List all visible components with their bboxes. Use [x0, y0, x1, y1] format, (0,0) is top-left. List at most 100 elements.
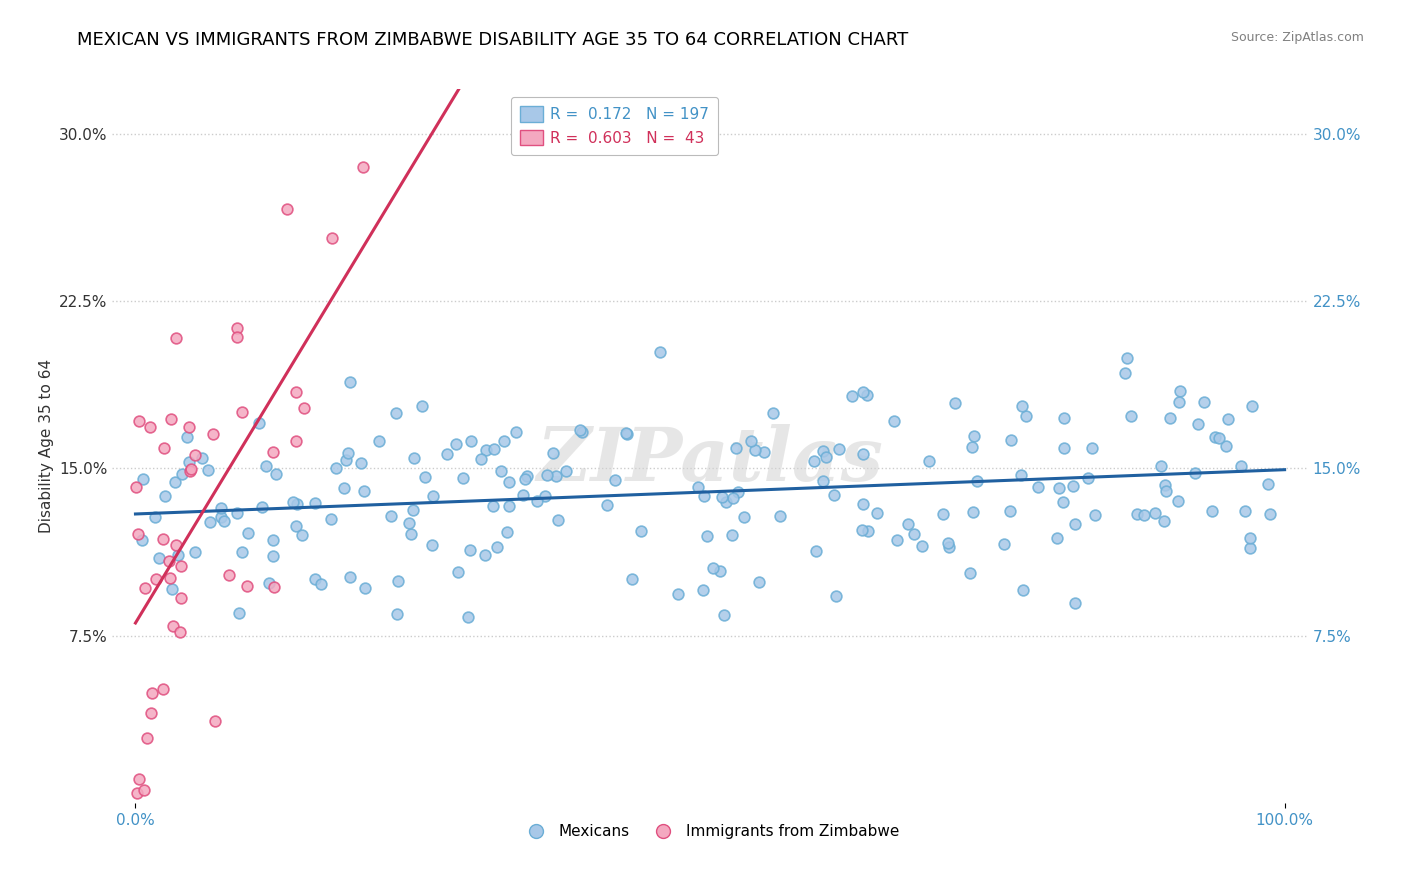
Immigrants from Zimbabwe [153, 441, 176, 455]
Mexicans [1062, 479, 1084, 493]
Mexicans [534, 489, 557, 503]
Immigrants from Zimbabwe [285, 434, 308, 449]
Mexicans [841, 389, 863, 403]
Mexicans [1154, 477, 1177, 491]
Mexicans [811, 474, 834, 488]
Immigrants from Zimbabwe [226, 330, 249, 344]
Y-axis label: Disability Age 35 to 64: Disability Age 35 to 64 [38, 359, 53, 533]
Mexicans [496, 525, 519, 540]
Mexicans [249, 416, 271, 430]
Immigrants from Zimbabwe [235, 579, 257, 593]
Mexicans [614, 426, 637, 441]
Mexicans [1167, 493, 1189, 508]
Mexicans [489, 465, 512, 479]
Immigrants from Zimbabwe [152, 681, 174, 696]
Mexicans [291, 528, 314, 542]
Mexicans [160, 582, 183, 597]
Mexicans [498, 475, 520, 490]
Mexicans [505, 425, 527, 439]
Mexicans [803, 454, 825, 468]
Mexicans [482, 500, 505, 514]
Immigrants from Zimbabwe [321, 231, 343, 245]
Mexicans [482, 442, 505, 457]
Mexicans [1234, 503, 1257, 517]
Mexicans [998, 504, 1021, 518]
Immigrants from Zimbabwe [125, 480, 148, 494]
Mexicans [963, 429, 986, 443]
Mexicans [1150, 458, 1173, 473]
Mexicans [851, 524, 873, 538]
Mexicans [172, 467, 194, 481]
Mexicans [709, 564, 731, 578]
Mexicans [1047, 481, 1070, 495]
Mexicans [616, 426, 638, 441]
Mexicans [962, 440, 984, 454]
Mexicans [1156, 483, 1178, 498]
Mexicans [1170, 384, 1192, 398]
Mexicans [420, 538, 443, 552]
Mexicans [183, 545, 205, 559]
Mexicans [769, 509, 792, 524]
Mexicans [866, 506, 889, 520]
Mexicans [254, 458, 277, 473]
Mexicans [451, 471, 474, 485]
Mexicans [1053, 411, 1076, 425]
Mexicans [1063, 595, 1085, 609]
Immigrants from Zimbabwe [284, 384, 307, 399]
Immigrants from Zimbabwe [141, 686, 163, 700]
Mexicans [399, 526, 422, 541]
Mexicans [176, 430, 198, 444]
Mexicans [436, 447, 458, 461]
Mexicans [886, 533, 908, 548]
Mexicans [131, 533, 153, 547]
Mexicans [304, 572, 326, 586]
Mexicans [444, 437, 467, 451]
Text: Source: ZipAtlas.com: Source: ZipAtlas.com [1230, 31, 1364, 45]
Mexicans [494, 434, 516, 448]
Mexicans [200, 515, 222, 529]
Mexicans [1208, 431, 1230, 445]
Mexicans [1258, 508, 1281, 522]
Mexicans [132, 473, 155, 487]
Immigrants from Zimbabwe [145, 572, 167, 586]
Immigrants from Zimbabwe [139, 420, 162, 434]
Mexicans [321, 512, 343, 526]
Mexicans [231, 545, 253, 559]
Immigrants from Zimbabwe [159, 411, 181, 425]
Mexicans [339, 376, 361, 390]
Mexicans [825, 589, 848, 603]
Mexicans [470, 452, 492, 467]
Mexicans [1119, 409, 1142, 424]
Mexicans [897, 517, 920, 532]
Mexicans [197, 463, 219, 477]
Mexicans [702, 561, 724, 575]
Mexicans [153, 489, 176, 503]
Mexicans [1153, 514, 1175, 528]
Mexicans [402, 502, 425, 516]
Mexicans [309, 576, 332, 591]
Mexicans [143, 510, 166, 524]
Mexicans [911, 539, 934, 553]
Mexicans [380, 509, 402, 524]
Immigrants from Zimbabwe [226, 321, 249, 335]
Immigrants from Zimbabwe [177, 420, 200, 434]
Mexicans [1184, 466, 1206, 480]
Mexicans [1052, 495, 1074, 509]
Mexicans [536, 468, 558, 483]
Mexicans [603, 473, 626, 487]
Immigrants from Zimbabwe [136, 731, 159, 746]
Mexicans [1046, 531, 1069, 545]
Mexicans [1187, 417, 1209, 431]
Mexicans [903, 526, 925, 541]
Immigrants from Zimbabwe [165, 331, 187, 345]
Mexicans [1077, 470, 1099, 484]
Immigrants from Zimbabwe [204, 714, 226, 729]
Mexicans [711, 490, 734, 504]
Mexicans [384, 406, 406, 420]
Mexicans [856, 524, 879, 538]
Mexicans [457, 610, 479, 624]
Immigrants from Zimbabwe [134, 581, 156, 595]
Mexicans [226, 506, 249, 520]
Immigrants from Zimbabwe [162, 619, 184, 633]
Mexicans [1230, 458, 1253, 473]
